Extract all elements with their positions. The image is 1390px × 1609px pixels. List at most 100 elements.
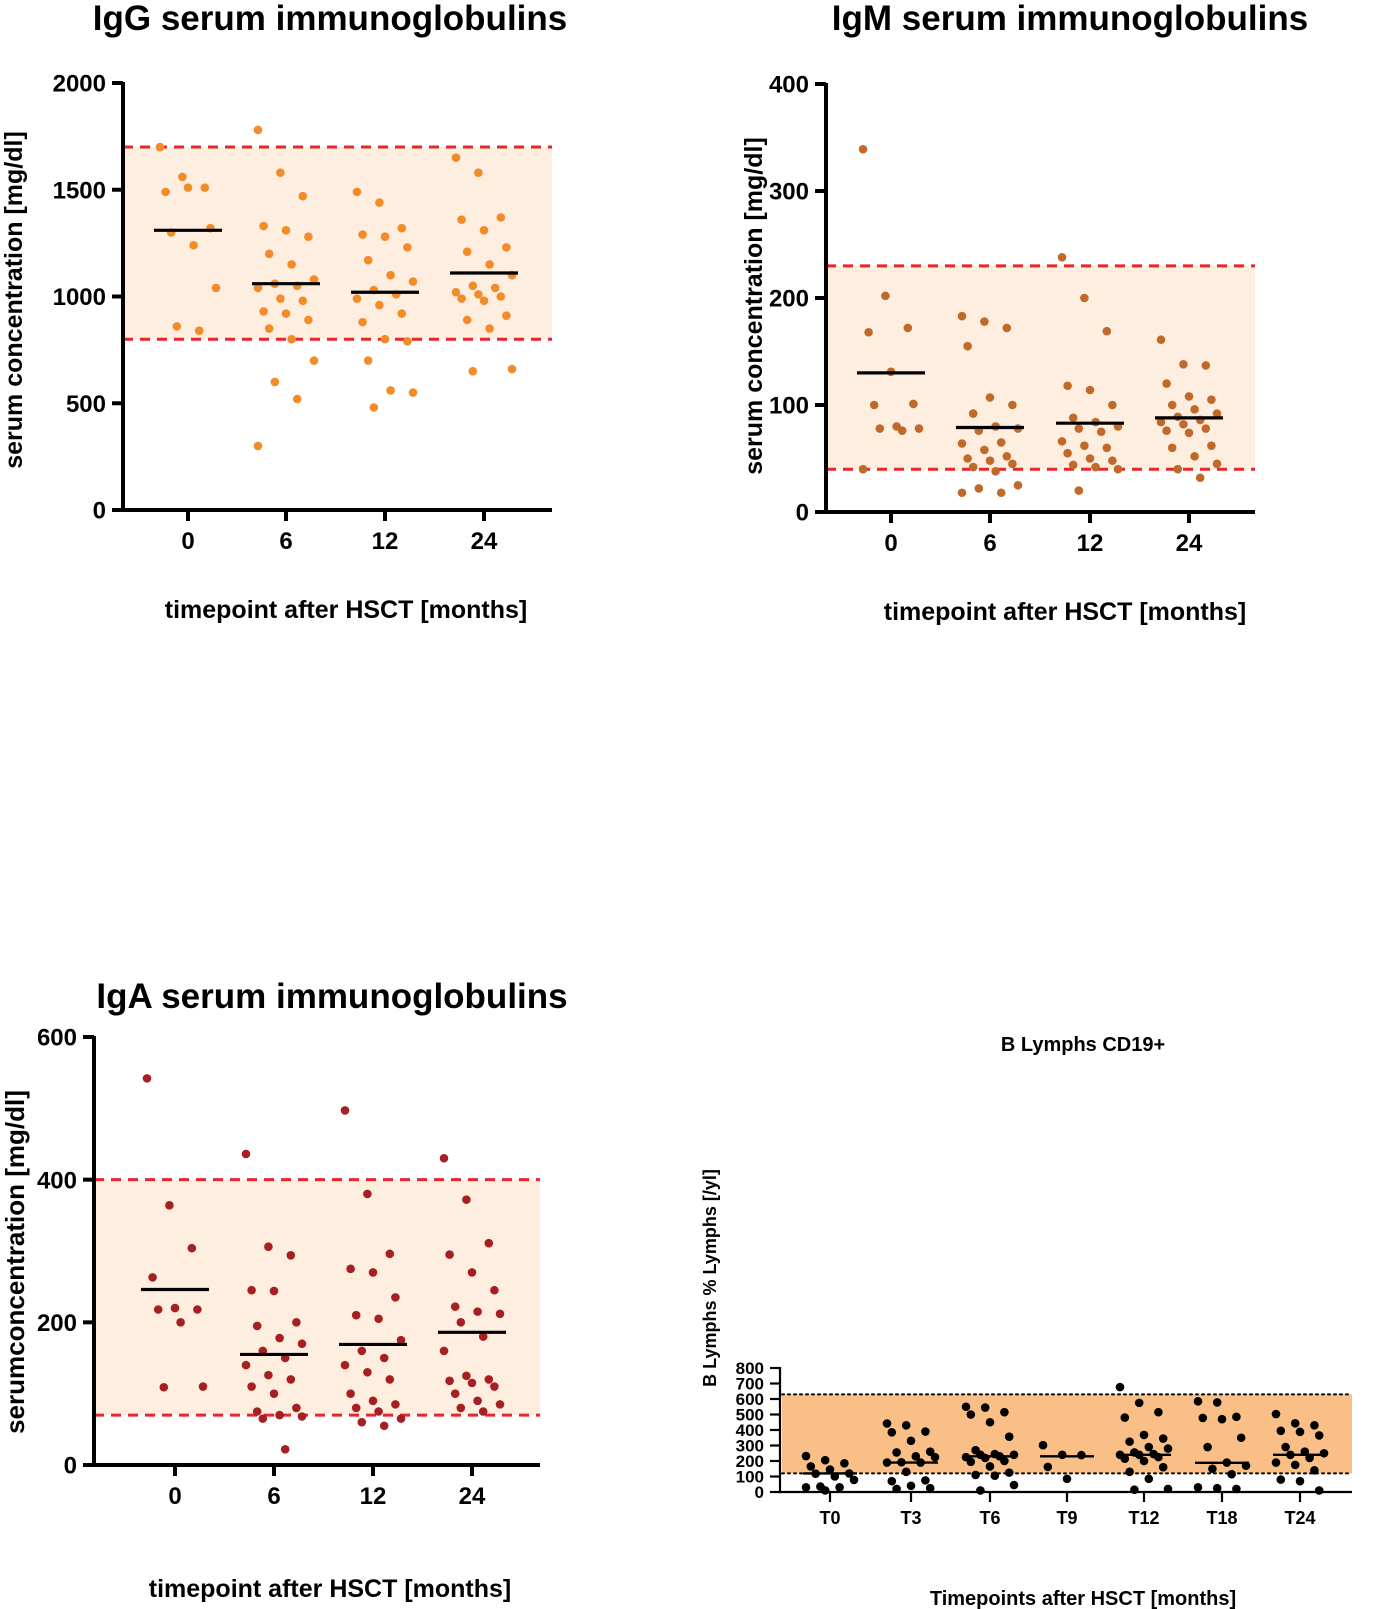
igg-data-point	[161, 187, 170, 197]
iga-data-point	[439, 1153, 449, 1163]
iga-data-point	[473, 1307, 482, 1316]
b-lymphs-y-tick-label: 0	[755, 1483, 764, 1502]
igg-data-point	[253, 283, 263, 293]
igg-data-point	[352, 187, 362, 197]
igg-data-point	[380, 334, 390, 344]
iga-data-point	[258, 1414, 268, 1423]
iga-data-point	[193, 1305, 202, 1314]
igg-data-point	[408, 388, 418, 397]
igm-data-point	[996, 488, 1006, 498]
b-lymphs-chart-title: B Lymphs CD19+	[1001, 1034, 1165, 1056]
igm-data-point	[1063, 381, 1072, 391]
igm-data-point	[1008, 459, 1017, 469]
b-lymphs-data-point	[1139, 1456, 1149, 1466]
igm-data-point	[1102, 443, 1112, 453]
b-lymphs-data-point	[1125, 1437, 1134, 1446]
b-lymphs-data-point	[990, 1471, 1000, 1481]
iga-data-point	[286, 1250, 296, 1260]
b-lymphs-data-point	[1198, 1413, 1208, 1423]
b-lymphs-data-point	[892, 1448, 901, 1457]
iga-data-point	[385, 1375, 395, 1384]
iga-data-point	[247, 1382, 256, 1391]
b-lymphs-data-point	[835, 1483, 844, 1492]
b-lymphs-x-tick-label: T18	[1206, 1508, 1237, 1528]
iga-data-point	[478, 1332, 488, 1341]
igg-x-tick-label: 6	[279, 528, 292, 555]
igg-data-point	[183, 183, 193, 192]
igm-data-point	[914, 424, 924, 433]
igm-x-tick-label: 24	[1176, 530, 1203, 557]
igm-data-point	[869, 400, 879, 410]
igg-chart-panel: IgG serum immunoglobulins serum concentr…	[0, 0, 567, 624]
igg-data-point	[462, 315, 472, 325]
igm-data-point	[1201, 361, 1211, 370]
iga-data-point	[490, 1382, 499, 1391]
igm-data-point	[1195, 473, 1205, 483]
igm-y-tick-label: 100	[769, 393, 809, 420]
igg-y-tick-label: 2000	[53, 71, 106, 98]
igm-y-tick-label: 400	[769, 72, 809, 99]
b-lymphs-data-point	[1276, 1426, 1286, 1436]
igm-data-point	[858, 464, 868, 474]
igm-data-point	[974, 484, 984, 493]
b-lymphs-data-point	[906, 1481, 916, 1491]
b-lymphs-data-point	[1115, 1382, 1125, 1392]
iga-data-point	[264, 1370, 273, 1380]
igm-chart-panel: IgM serum immunoglobulins serum concentr…	[740, 0, 1308, 626]
b-lymphs-data-point	[930, 1452, 940, 1462]
iga-data-point	[495, 1309, 505, 1319]
igm-data-point	[1162, 379, 1171, 388]
igm-data-point	[1190, 452, 1199, 461]
igg-data-point	[264, 324, 274, 333]
igm-data-point	[1179, 360, 1188, 369]
igm-data-point	[875, 424, 885, 433]
igg-data-point	[397, 223, 407, 233]
igm-data-point	[1167, 443, 1177, 453]
iga-data-point	[385, 1249, 395, 1259]
b-lymphs-data-point	[966, 1410, 976, 1419]
igg-x-axis-label: timepoint after HSCT [months]	[165, 596, 528, 624]
igm-data-point	[1068, 460, 1078, 470]
igg-data-point	[375, 300, 384, 310]
igg-y-tick-label: 1000	[53, 284, 106, 311]
igg-data-point	[194, 326, 204, 335]
b-lymphs-data-point	[1232, 1412, 1241, 1422]
iga-data-point	[292, 1403, 301, 1413]
b-lymphs-data-point	[925, 1483, 935, 1493]
iga-data-point	[275, 1333, 284, 1343]
igg-data-point	[363, 356, 373, 365]
igg-chart-title: IgG serum immunoglobulins	[93, 0, 567, 38]
iga-data-point	[340, 1360, 350, 1370]
b-lymphs-data-point	[966, 1457, 976, 1467]
igm-data-point	[1156, 417, 1166, 427]
iga-data-point	[357, 1346, 367, 1356]
b-lymphs-data-point	[1310, 1466, 1319, 1475]
b-lymphs-data-point	[849, 1475, 859, 1485]
b-lymphs-data-point	[1134, 1398, 1144, 1408]
igm-data-point	[985, 456, 995, 465]
iga-y-tick-label: 0	[64, 1453, 77, 1480]
b-lymphs-data-point	[1203, 1442, 1212, 1452]
igm-data-point	[980, 317, 989, 326]
iga-data-point	[374, 1314, 383, 1324]
b-lymphs-data-point	[825, 1465, 835, 1474]
igm-data-point	[968, 462, 978, 472]
igg-data-point	[375, 198, 384, 207]
igg-data-point	[485, 260, 494, 269]
igm-data-point	[1212, 459, 1222, 469]
igm-data-point	[864, 327, 873, 337]
iga-data-point	[450, 1302, 460, 1311]
igg-data-point	[502, 243, 511, 252]
b-lymphs-data-point	[1043, 1462, 1053, 1472]
b-lymphs-data-point	[1158, 1462, 1168, 1472]
igg-data-point	[479, 226, 489, 235]
igg-data-point	[507, 364, 517, 374]
igm-data-point	[1085, 385, 1095, 395]
igm-data-point	[903, 323, 913, 333]
igm-data-point	[1173, 464, 1183, 474]
igm-data-point	[1091, 462, 1100, 472]
b-lymphs-data-point	[1276, 1475, 1286, 1484]
b-lymphs-data-point	[985, 1417, 995, 1427]
igm-data-point	[1057, 253, 1067, 262]
iga-data-point	[153, 1305, 163, 1314]
